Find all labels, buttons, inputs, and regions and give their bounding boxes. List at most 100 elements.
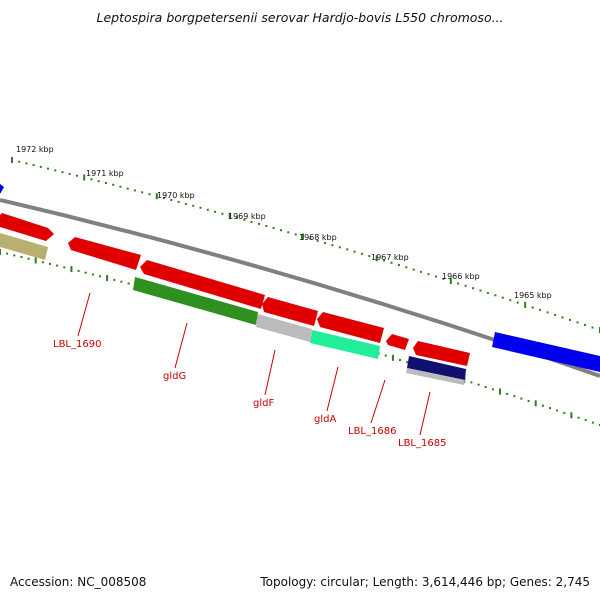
outer-tick-59 bbox=[442, 277, 445, 280]
outer-tick-10 bbox=[83, 174, 86, 181]
outer-tick-21 bbox=[163, 197, 165, 199]
scale-label-1970: 1970 kbp bbox=[157, 191, 195, 200]
scale-label-1968: 1968 kbp bbox=[299, 233, 337, 242]
outer-tick-58 bbox=[434, 275, 437, 278]
gene-green-gldG[interactable] bbox=[133, 277, 258, 325]
outer-tick-74 bbox=[554, 313, 557, 316]
outer-tick-38 bbox=[287, 231, 290, 234]
inner-tick-66 bbox=[470, 381, 473, 384]
gene-label-gldG: gldG bbox=[163, 371, 186, 382]
inner-tick-83 bbox=[591, 421, 594, 424]
inner-tick-72 bbox=[513, 395, 516, 398]
outer-tick-29 bbox=[221, 212, 224, 215]
outer-tick-4 bbox=[39, 165, 42, 168]
outer-tick-8 bbox=[68, 172, 71, 175]
gene-label-gldA: gldA bbox=[314, 414, 336, 425]
outer-tick-45 bbox=[338, 246, 341, 249]
inner-tick-81 bbox=[577, 416, 580, 419]
outer-tick-30 bbox=[228, 212, 231, 219]
inner-tick-1 bbox=[6, 252, 9, 255]
outer-tick-61 bbox=[457, 282, 460, 285]
outer-tick-69 bbox=[516, 301, 519, 304]
gene-red-LBL_1690[interactable] bbox=[68, 237, 141, 270]
outer-tick-6 bbox=[54, 169, 57, 172]
outer-tick-76 bbox=[569, 318, 571, 321]
gene-gray-LBL_1685-shadow bbox=[406, 368, 465, 385]
scale-label-1969: 1969 kbp bbox=[228, 212, 266, 221]
outer-tick-27 bbox=[206, 208, 209, 211]
inner-tick-17 bbox=[120, 280, 123, 283]
inner-tick-14 bbox=[99, 275, 101, 278]
outer-tick-2 bbox=[25, 162, 28, 165]
inner-tick-11 bbox=[77, 269, 80, 272]
gene-red-reverse-4[interactable] bbox=[317, 312, 384, 343]
inner-tick-6 bbox=[41, 261, 44, 264]
outer-tick-34 bbox=[258, 222, 260, 225]
inner-tick-80 bbox=[570, 412, 573, 419]
inner-tick-9 bbox=[63, 266, 66, 269]
outer-tick-3 bbox=[32, 164, 35, 167]
outer-tick-60 bbox=[449, 278, 452, 285]
gene-red-reverse-2[interactable] bbox=[140, 260, 265, 309]
outer-tick-70 bbox=[524, 302, 527, 308]
outer-tick-28 bbox=[214, 210, 217, 213]
outer-tick-53 bbox=[397, 264, 400, 266]
gene-olive[interactable] bbox=[0, 233, 48, 260]
gene-red-forward-1[interactable] bbox=[0, 213, 54, 241]
gene-blue-left[interactable] bbox=[0, 184, 4, 194]
scale-label-1965: 1965 kbp bbox=[514, 291, 552, 300]
outer-tick-46 bbox=[346, 248, 349, 251]
outer-tick-25 bbox=[192, 204, 195, 207]
gene-red-reverse-6[interactable] bbox=[413, 341, 470, 366]
gene-label-LBL_1690: LBL_1690 bbox=[53, 339, 101, 350]
outer-tick-56 bbox=[420, 270, 423, 273]
topology-label: Topology: circular; Length: 3,614,446 bp… bbox=[260, 575, 590, 589]
gene-red-reverse-5[interactable] bbox=[386, 334, 409, 350]
outer-tick-7 bbox=[61, 171, 64, 174]
outer-tick-12 bbox=[97, 180, 100, 183]
gene-red-reverse-3[interactable] bbox=[262, 297, 318, 326]
inner-tick-71 bbox=[506, 392, 509, 395]
inner-tick-54 bbox=[384, 354, 387, 357]
inner-tick-57 bbox=[406, 361, 409, 364]
outer-tick-17 bbox=[133, 189, 136, 192]
inner-tick-79 bbox=[563, 411, 566, 414]
inner-tick-69 bbox=[491, 388, 494, 391]
scale-label-1966: 1966 kbp bbox=[442, 272, 480, 281]
outer-tick-18 bbox=[141, 191, 144, 194]
inner-tick-73 bbox=[520, 397, 523, 400]
outer-tick-47 bbox=[353, 250, 356, 253]
outer-tick-71 bbox=[531, 306, 534, 309]
accession-label: Accession: NC_008508 bbox=[10, 575, 147, 589]
inner-tick-3 bbox=[20, 256, 23, 258]
outer-tick-22 bbox=[170, 199, 173, 201]
outer-tick-37 bbox=[280, 229, 282, 232]
gene-navy-LBL_1685[interactable] bbox=[407, 356, 466, 380]
outer-tick-11 bbox=[90, 178, 93, 181]
label-line-LBL_1690 bbox=[77, 292, 91, 337]
outer-tick-40 bbox=[302, 233, 304, 240]
inner-tick-56 bbox=[399, 359, 401, 361]
inner-tick-5 bbox=[34, 257, 37, 264]
scale-label-1967: 1967 kbp bbox=[371, 253, 409, 262]
outer-tick-35 bbox=[265, 225, 268, 227]
inner-tick-75 bbox=[534, 400, 537, 407]
outer-tick-19 bbox=[148, 193, 151, 196]
inner-tick-77 bbox=[549, 407, 551, 410]
inner-tick-4 bbox=[27, 257, 30, 260]
label-line-LBL_1685 bbox=[419, 391, 431, 436]
outer-tick-57 bbox=[427, 273, 430, 276]
outer-tick-52 bbox=[390, 261, 393, 264]
outer-tick-63 bbox=[472, 287, 474, 290]
outer-tick-14 bbox=[112, 183, 115, 186]
outer-tick-33 bbox=[250, 220, 253, 223]
gene-gray-gldF[interactable] bbox=[256, 314, 312, 342]
outer-tick-66 bbox=[494, 294, 497, 297]
outer-tick-1 bbox=[18, 160, 21, 163]
outer-tick-79 bbox=[591, 326, 594, 329]
outer-tick-41 bbox=[309, 237, 312, 240]
gene-blue-forward-2[interactable] bbox=[492, 332, 600, 372]
gene-teal-gldA[interactable] bbox=[310, 330, 380, 359]
